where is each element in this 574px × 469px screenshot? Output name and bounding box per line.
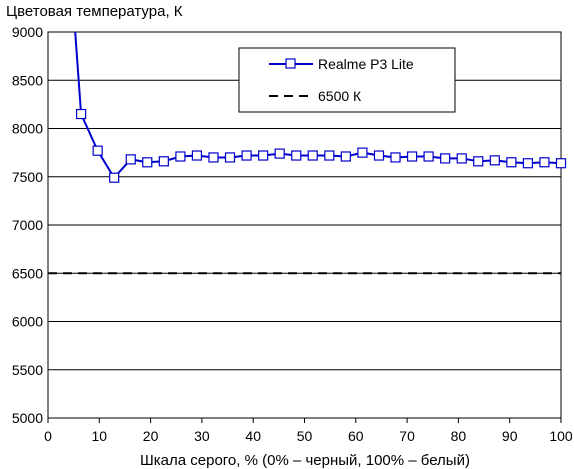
data-point-realme (241, 150, 252, 161)
x-tick-labels: 0 10 20 30 40 50 60 70 80 90 100 (44, 418, 573, 444)
grid-lines (48, 79, 561, 371)
data-point-realme (92, 145, 103, 156)
data-point-realme (390, 152, 401, 163)
y-tick-label: 7500 (12, 169, 43, 185)
y-tick-label: 6500 (12, 265, 43, 281)
data-point-realme (506, 157, 517, 168)
y-tick-label: 7000 (12, 217, 43, 233)
data-point-realme (291, 150, 302, 161)
x-tick-label: 90 (502, 428, 518, 444)
y-tick-label: 8000 (12, 121, 43, 137)
data-point-realme (340, 151, 351, 162)
data-point-realme (307, 150, 318, 161)
data-point-realme (456, 153, 467, 164)
legend-marker-realme (285, 58, 296, 69)
legend-label-6500k: 6500 К (318, 88, 362, 104)
x-tick-label: 100 (549, 428, 573, 444)
data-point-realme (158, 156, 169, 167)
data-point-realme (191, 150, 203, 161)
x-tick-label: 50 (297, 428, 313, 444)
data-point-realme (175, 151, 186, 162)
data-point-realme (555, 158, 567, 169)
data-point-realme (489, 155, 500, 166)
x-tick-label: 0 (44, 428, 52, 444)
data-point-realme (258, 150, 269, 161)
x-tick-label: 60 (348, 428, 364, 444)
x-tick-label: 30 (194, 428, 210, 444)
data-point-realme (125, 154, 136, 165)
series-markers (75, 108, 567, 183)
data-point-realme (109, 172, 120, 183)
data-point-realme (440, 153, 451, 164)
y-tick-labels: 5000 5500 6000 6500 7000 7500 8000 8500 9000 (12, 24, 43, 426)
y-tick-label: 8500 (12, 72, 43, 88)
data-point-realme (406, 151, 418, 162)
data-point-realme (473, 156, 484, 167)
x-tick-label: 70 (399, 428, 415, 444)
y-tick-label: 5000 (12, 410, 43, 426)
x-tick-label: 10 (92, 428, 108, 444)
data-point-realme (75, 108, 87, 120)
data-point-realme (357, 147, 368, 158)
x-tick-label: 20 (143, 428, 159, 444)
data-point-realme (224, 152, 236, 163)
data-point-realme (373, 150, 385, 161)
data-point-realme (423, 151, 434, 162)
legend-label-realme: Realme P3 Lite (318, 56, 414, 72)
legend-box (238, 47, 456, 113)
legend: Realme P3 Lite 6500 К (238, 47, 456, 113)
y-tick-label: 5500 (12, 362, 43, 378)
y-tick-label: 6000 (12, 314, 43, 330)
data-point-realme (324, 150, 335, 161)
data-point-realme (274, 148, 285, 159)
data-point-realme (522, 158, 534, 169)
data-point-realme (142, 157, 153, 168)
x-axis-title: Шкала серого, % (0% – черный, 100% – бел… (140, 452, 470, 469)
data-point-realme (208, 152, 219, 163)
x-tick-label: 40 (245, 428, 261, 444)
x-tick-label: 80 (451, 428, 467, 444)
y-tick-label: 9000 (12, 24, 43, 40)
y-axis-title: Цветовая температура, К (6, 3, 183, 20)
data-point-realme (539, 157, 550, 168)
